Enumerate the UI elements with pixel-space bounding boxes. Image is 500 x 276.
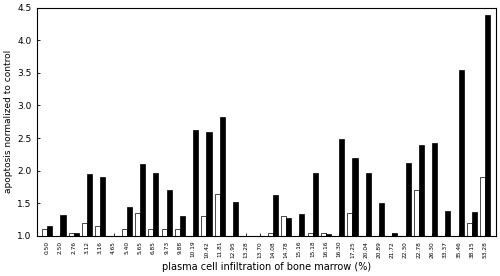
Bar [467, 223, 472, 236]
Bar [100, 177, 105, 236]
Bar [60, 215, 66, 236]
Bar [485, 15, 490, 236]
Bar [480, 177, 485, 236]
Y-axis label: apoptosis normalized to control: apoptosis normalized to control [4, 50, 13, 193]
Bar [140, 164, 145, 236]
Bar [122, 229, 127, 236]
Bar [432, 143, 437, 236]
Bar [286, 218, 291, 236]
Bar [154, 173, 158, 236]
Bar [300, 214, 304, 236]
Bar [202, 216, 206, 236]
X-axis label: plasma cell infiltration of bone marrow (%): plasma cell infiltration of bone marrow … [162, 262, 371, 272]
Bar [162, 229, 166, 236]
Bar [326, 234, 331, 236]
Bar [42, 229, 47, 236]
Bar [339, 139, 344, 236]
Bar [308, 233, 312, 236]
Bar [446, 211, 450, 236]
Bar [47, 226, 52, 236]
Bar [206, 132, 212, 236]
Bar [414, 190, 419, 236]
Bar [193, 130, 198, 236]
Bar [472, 212, 477, 236]
Bar [321, 233, 326, 236]
Bar [312, 173, 318, 236]
Bar [68, 233, 73, 236]
Bar [366, 173, 371, 236]
Bar [166, 190, 172, 236]
Bar [419, 145, 424, 236]
Bar [214, 193, 220, 236]
Bar [268, 233, 273, 236]
Bar [127, 206, 132, 236]
Bar [220, 117, 225, 236]
Bar [406, 163, 410, 236]
Bar [180, 216, 185, 236]
Bar [392, 233, 398, 236]
Bar [148, 229, 154, 236]
Bar [281, 216, 286, 236]
Bar [352, 158, 358, 236]
Bar [273, 195, 278, 236]
Bar [175, 229, 180, 236]
Bar [379, 203, 384, 236]
Bar [87, 174, 92, 236]
Bar [348, 213, 352, 236]
Bar [233, 202, 238, 236]
Bar [82, 223, 87, 236]
Bar [74, 233, 79, 236]
Bar [135, 213, 140, 236]
Bar [458, 70, 464, 236]
Bar [95, 226, 100, 236]
